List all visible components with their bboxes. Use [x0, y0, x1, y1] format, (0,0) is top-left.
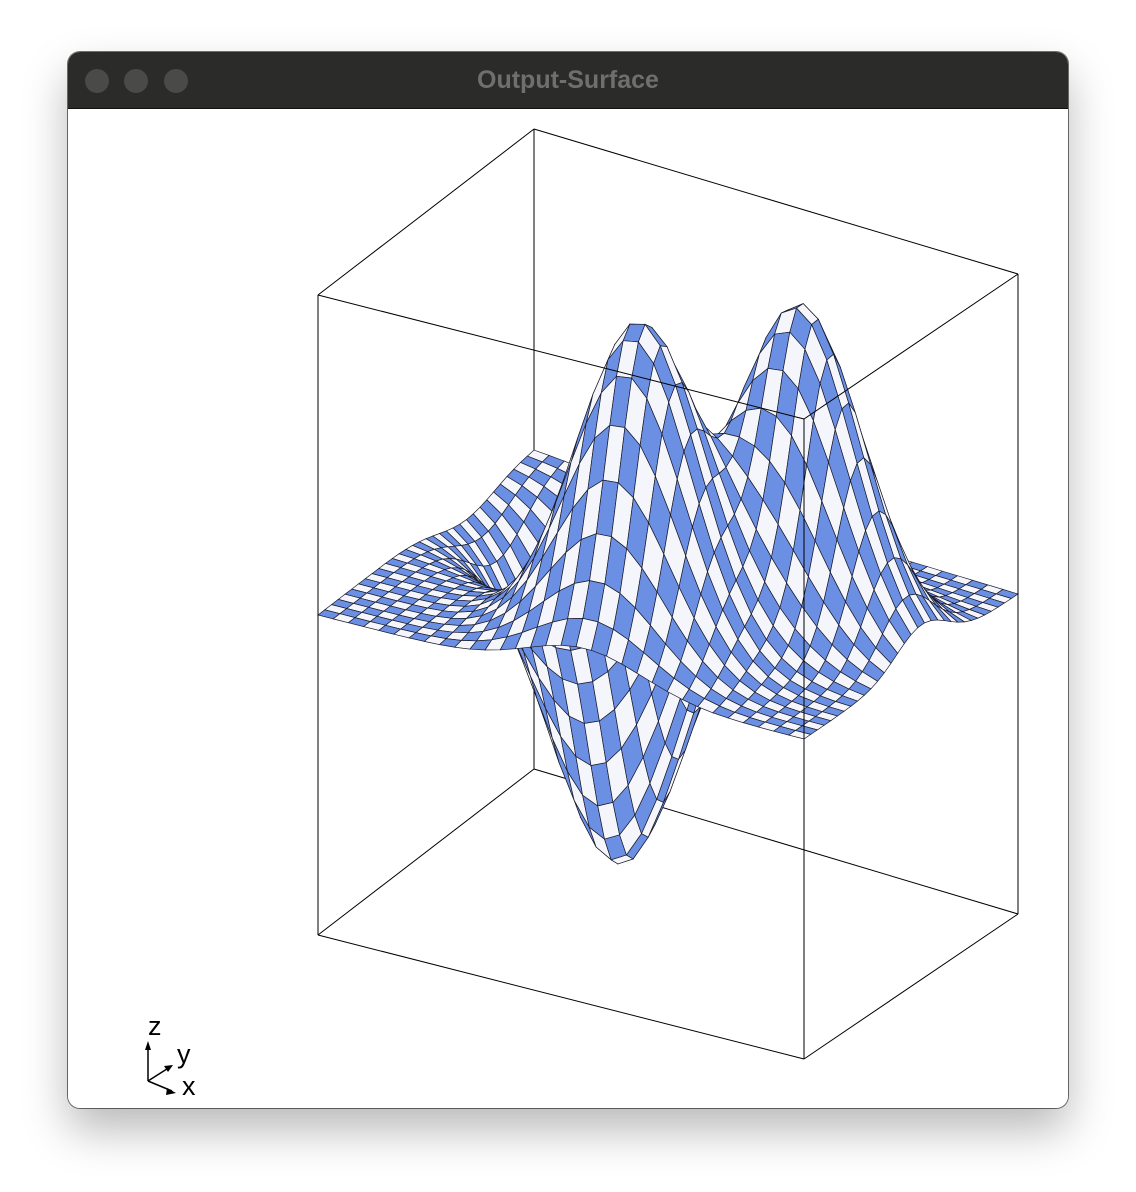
box-edge — [317, 128, 535, 296]
triad-x-arrow — [166, 1088, 176, 1095]
box-edge — [317, 934, 805, 1060]
triad-y-arrow — [164, 1065, 173, 1072]
surface-plot[interactable]: z y x — [68, 109, 1068, 1108]
surface-patch — [787, 730, 812, 740]
surface-mesh — [317, 303, 1019, 865]
title-bar[interactable]: Output-Surface — [68, 52, 1068, 109]
bounding-box-front — [317, 273, 1019, 1060]
zoom-button[interactable] — [164, 69, 188, 93]
box-edge — [803, 273, 1019, 420]
orientation-triad: z y x — [145, 1011, 196, 1101]
triad-x-label: x — [182, 1071, 196, 1101]
triad-y-label: y — [177, 1039, 191, 1069]
minimize-button[interactable] — [124, 69, 148, 93]
window-title: Output-Surface — [477, 66, 659, 94]
plot-canvas[interactable]: z y x — [68, 109, 1068, 1108]
box-edge — [803, 913, 1019, 1060]
triad-z-label: z — [148, 1011, 162, 1041]
triad-z-arrow — [145, 1041, 151, 1050]
app-window: Output-Surface z y x — [68, 52, 1068, 1108]
box-edge — [317, 768, 535, 936]
close-button[interactable] — [85, 69, 109, 93]
box-edge — [533, 128, 1019, 275]
box-edge — [317, 294, 805, 420]
